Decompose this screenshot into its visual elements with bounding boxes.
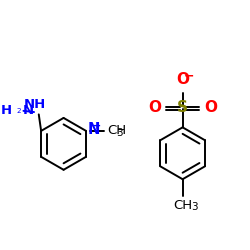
Text: 3: 3 (116, 128, 123, 138)
Text: O: O (148, 100, 162, 115)
Text: N: N (87, 122, 100, 137)
Text: S: S (177, 100, 188, 115)
Text: H: H (0, 104, 12, 117)
Text: CH: CH (173, 199, 192, 212)
Text: O: O (176, 72, 189, 87)
Text: N: N (22, 104, 34, 117)
Text: CH: CH (107, 124, 126, 138)
Text: −: − (183, 70, 194, 82)
Text: $_2$: $_2$ (16, 106, 22, 116)
Text: +: + (93, 121, 101, 131)
Text: O: O (204, 100, 217, 115)
Text: NH: NH (24, 98, 46, 111)
Text: 3: 3 (191, 202, 198, 211)
